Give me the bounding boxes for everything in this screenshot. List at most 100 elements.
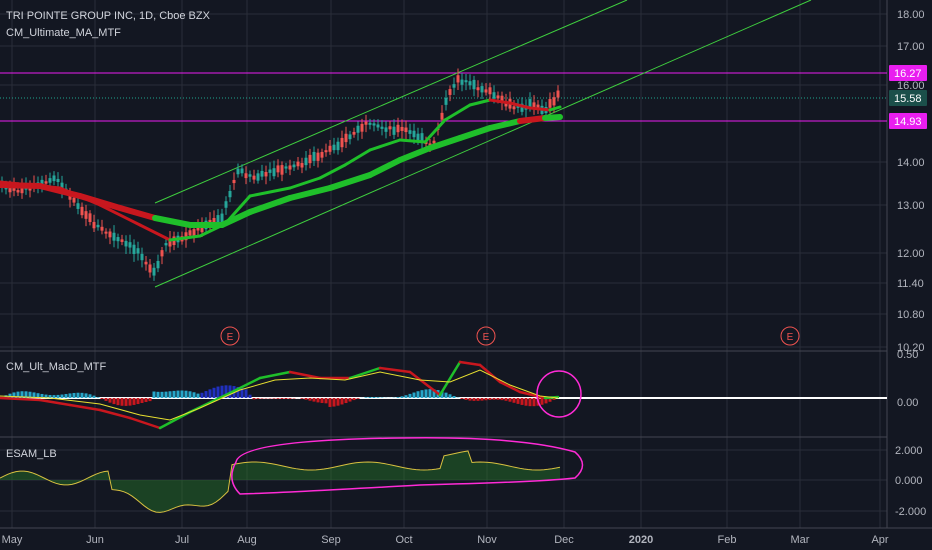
trend-channel[interactable]	[154, 0, 812, 288]
macd-line-segment	[98, 408, 132, 420]
candle-body	[360, 123, 364, 132]
price-tick-label: 11.40	[897, 278, 924, 290]
macd-histogram-bar	[164, 391, 168, 398]
candle-body	[44, 181, 48, 184]
candle-body	[500, 95, 504, 103]
esam-axis[interactable]: 2.000 0.000 -2.000	[895, 445, 926, 518]
earnings-marker[interactable]: E	[476, 326, 496, 346]
ma-slow-segment	[327, 172, 373, 191]
macd-line-segment	[518, 390, 547, 400]
time-tick-label: Mar	[791, 534, 810, 546]
macd-histogram-bar	[448, 394, 452, 398]
macd-histogram-bar	[488, 398, 492, 400]
ma-fast-segment	[138, 223, 172, 242]
macd-histogram-bar	[148, 398, 152, 402]
macd-histogram-bar	[72, 392, 76, 398]
price-tick-label: 10.80	[897, 309, 925, 321]
macd-histogram-bar	[464, 398, 468, 400]
channel-lower-line[interactable]	[154, 0, 812, 288]
esam-pane-title[interactable]: ESAM_LB	[6, 448, 57, 460]
macd-histogram-bar	[204, 391, 208, 398]
time-axis[interactable]: May Jun Jul Aug Sep Oct Nov Dec 2020 Feb Mar Apr	[2, 534, 889, 546]
macd-histogram-bar	[544, 398, 548, 404]
macd-histogram-bar	[528, 398, 532, 407]
candle-body	[464, 80, 468, 83]
earnings-marker-label: E	[227, 332, 234, 343]
symbol-title[interactable]: TRI POINTE GROUP INC, 1D, Cboe BZX	[6, 10, 210, 22]
price-axis[interactable]: 18.00 17.00 16.00 14.00 13.00 12.00 11.40 10.80…	[897, 9, 925, 354]
macd-histogram-bar	[200, 392, 204, 398]
macd-histogram-bar	[496, 398, 500, 400]
macd-annotation-circle[interactable]	[536, 370, 582, 418]
macd-histogram-bar	[116, 398, 120, 406]
candle-body	[364, 121, 368, 125]
price-tick-label: 14.00	[897, 157, 925, 169]
candle-body	[252, 175, 256, 180]
earnings-marker[interactable]: E	[220, 326, 240, 346]
candle-body	[344, 133, 348, 143]
macd-histogram-bar	[332, 398, 336, 407]
macd-histogram-bar	[548, 398, 552, 402]
macd-histogram-bar	[64, 393, 68, 398]
macd-histogram-bar	[340, 398, 344, 405]
candle-body	[520, 103, 524, 112]
time-tick-label: May	[2, 534, 23, 546]
macd-histogram-bar	[192, 392, 196, 398]
candle-body	[496, 95, 500, 99]
candle-body	[476, 87, 480, 91]
macd-pane-title[interactable]: CM_Ult_MacD_MTF	[6, 361, 107, 373]
candle-body	[452, 84, 456, 88]
indicator-title[interactable]: CM_Ultimate_MA_MTF	[6, 27, 121, 39]
macd-histogram-bar	[216, 386, 220, 398]
macd-histogram-bar	[244, 389, 248, 398]
macd-histogram-bar	[276, 398, 280, 399]
candle-body	[188, 230, 192, 236]
candle-body	[136, 248, 140, 254]
candle-body	[324, 150, 328, 153]
candle-body	[372, 123, 376, 126]
macd-histogram-bar	[124, 398, 128, 406]
macd-line-segment	[128, 416, 162, 430]
candle-body	[552, 97, 556, 106]
macd-histogram	[0, 385, 556, 407]
macd-histogram-bar	[168, 391, 172, 398]
macd-histogram-bar	[88, 394, 92, 398]
macd-histogram-bar	[252, 398, 256, 400]
macd-line-segment	[38, 398, 72, 407]
macd-tick-label: 0.50	[897, 349, 918, 361]
esam-annotation-outline[interactable]	[231, 437, 584, 495]
candle-body	[400, 126, 404, 131]
macd-line-segment	[348, 366, 382, 380]
macd-histogram-bar	[112, 398, 116, 405]
macd-axis[interactable]: 0.50 0.00	[897, 349, 918, 409]
macd-histogram-bar	[308, 398, 312, 401]
macd-histogram-bar	[240, 388, 244, 398]
esam-tick-label: 0.000	[895, 475, 923, 487]
macd-histogram-bar	[140, 398, 144, 403]
ma-fast-segment	[528, 106, 552, 112]
candle-body	[320, 152, 324, 158]
macd-histogram-bar	[372, 397, 376, 398]
macd-histogram-bar	[260, 398, 264, 399]
ma-fast-segment	[423, 118, 447, 144]
channel-upper-line[interactable]	[154, 0, 628, 204]
candle-body	[140, 253, 144, 261]
macd-histogram-bar	[432, 389, 436, 398]
earnings-marker[interactable]: E	[780, 326, 800, 346]
ma-slow-segment	[152, 215, 193, 228]
macd-histogram-bar	[196, 393, 200, 398]
macd-histogram-bar	[68, 393, 72, 398]
candle-body	[72, 197, 76, 203]
macd-signal-line	[0, 369, 559, 421]
macd-histogram-bar	[8, 393, 12, 398]
candle-body	[284, 166, 288, 169]
candle-body	[220, 213, 224, 224]
candle-body	[480, 86, 484, 93]
ma-slow-segment	[542, 114, 563, 121]
candle-body	[472, 79, 476, 90]
ma-slow-segment	[117, 205, 158, 221]
time-tick-label: Nov	[477, 534, 497, 546]
macd-histogram-bar	[104, 398, 108, 401]
candle-body	[156, 260, 160, 269]
